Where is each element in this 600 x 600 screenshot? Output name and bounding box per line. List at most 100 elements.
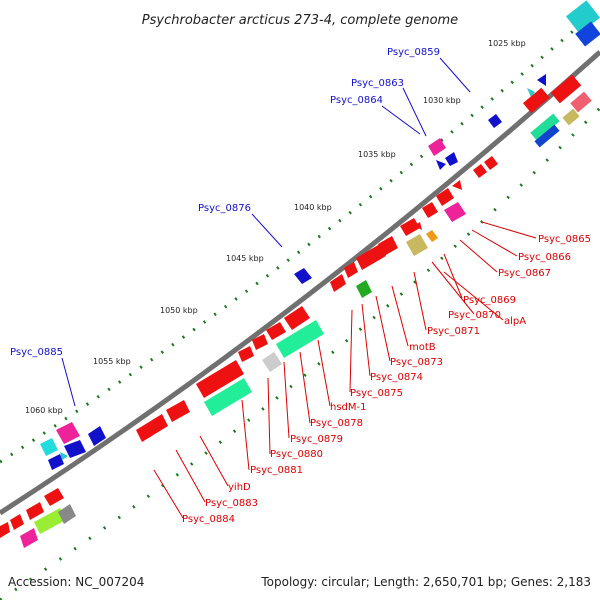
reverse-strand-features xyxy=(0,74,592,548)
kbp-label-1045: 1045 kbp xyxy=(226,254,264,263)
gene-label-alpa: alpA xyxy=(504,316,526,327)
gene-feature xyxy=(356,244,386,270)
gene-feature xyxy=(452,180,462,190)
gene-label-psyc-0865: Psyc_0865 xyxy=(538,234,591,245)
gene-feature xyxy=(444,202,466,222)
gene-feature xyxy=(166,400,190,422)
gene-feature xyxy=(276,320,324,358)
kbp-label-1055: 1055 kbp xyxy=(93,357,131,366)
gene-feature xyxy=(88,426,106,446)
gene-label-psyc-0873: Psyc_0873 xyxy=(390,357,443,368)
kbp-label-1035: 1035 kbp xyxy=(358,150,396,159)
gene-feature xyxy=(64,440,86,458)
connector-line xyxy=(199,435,229,487)
forward-label-connectors xyxy=(61,57,471,407)
connector-line xyxy=(317,339,331,407)
gene-feature xyxy=(428,138,446,156)
gene-label-psyc-0867: Psyc_0867 xyxy=(498,268,551,279)
gene-feature xyxy=(527,88,535,97)
gene-feature xyxy=(204,378,252,416)
connector-line xyxy=(251,213,283,248)
gene-label-psyc-0883: Psyc_0883 xyxy=(205,498,258,509)
connector-line xyxy=(391,285,409,347)
gene-feature xyxy=(436,188,454,206)
gene-feature xyxy=(0,522,10,538)
gene-label-psyc-0885: Psyc_0885 xyxy=(10,347,63,358)
gene-feature xyxy=(294,268,312,284)
gene-feature xyxy=(575,21,600,47)
connector-line xyxy=(283,361,290,439)
gene-feature xyxy=(422,202,438,218)
gene-feature xyxy=(60,452,68,460)
gene-label-psyc-0875: Psyc_0875 xyxy=(350,388,403,399)
connector-line xyxy=(439,57,471,93)
gene-label-motb: motB xyxy=(409,342,436,353)
gene-feature xyxy=(44,488,64,506)
gene-feature xyxy=(34,508,66,534)
forward-gene-labels: Psyc_0859 Psyc_0863 Psyc_0864 Psyc_0876 … xyxy=(10,47,440,358)
gene-feature xyxy=(20,528,38,548)
gene-label-psyc-0859: Psyc_0859 xyxy=(387,47,440,58)
gene-feature xyxy=(530,113,560,141)
connector-line xyxy=(431,261,475,315)
gene-feature xyxy=(238,346,254,362)
gene-label-psyc-0876: Psyc_0876 xyxy=(198,203,251,214)
gene-label-psyc-0866: Psyc_0866 xyxy=(518,252,571,263)
kbp-label-1060: 1060 kbp xyxy=(25,406,63,415)
gene-feature xyxy=(570,91,592,113)
gene-label-psyc-0879: Psyc_0879 xyxy=(290,434,343,445)
gene-feature xyxy=(356,280,372,298)
gene-label-psyc-0869: Psyc_0869 xyxy=(463,295,516,306)
reverse-gene-labels: Psyc_0865 Psyc_0866 Psyc_0867 Psyc_0869 … xyxy=(182,234,591,525)
gene-feature xyxy=(537,74,546,86)
gene-label-psyc-0880: Psyc_0880 xyxy=(270,449,323,460)
gene-label-psyc-0878: Psyc_0878 xyxy=(310,418,363,429)
genome-backbone xyxy=(0,50,600,516)
connector-line xyxy=(299,351,311,424)
reverse-label-connectors xyxy=(153,221,537,519)
genome-title: Psychrobacter arcticus 273-4, complete g… xyxy=(142,13,458,28)
gene-feature xyxy=(406,234,428,256)
gene-label-yihd: yihD xyxy=(228,482,251,493)
gene-feature xyxy=(136,414,168,442)
gene-feature xyxy=(48,454,64,470)
gene-feature xyxy=(252,334,268,350)
connector-line xyxy=(241,399,250,471)
gene-feature xyxy=(484,156,498,170)
gene-feature xyxy=(565,0,600,34)
connector-line xyxy=(443,253,463,299)
gene-feature xyxy=(40,438,58,456)
gene-feature xyxy=(262,352,282,372)
scale-dots-outer xyxy=(0,6,600,464)
gene-feature xyxy=(266,322,286,340)
connector-line xyxy=(481,221,537,239)
connector-line xyxy=(381,105,421,135)
gene-feature xyxy=(56,422,80,444)
scale-ticks-inner xyxy=(0,106,600,600)
gene-feature xyxy=(330,274,346,292)
gene-label-psyc-0881: Psyc_0881 xyxy=(250,465,303,476)
connector-line xyxy=(413,271,427,331)
gene-feature xyxy=(58,504,76,524)
gene-feature xyxy=(344,262,358,278)
connector-line xyxy=(153,469,184,519)
gene-label-psyc-0863: Psyc_0863 xyxy=(351,78,404,89)
gene-feature xyxy=(284,306,310,330)
connector-line xyxy=(267,377,271,455)
gene-feature xyxy=(436,160,446,170)
gene-label-psyc-0884: Psyc_0884 xyxy=(182,514,235,525)
gene-label-hsdm-1: hsdM-1 xyxy=(330,402,367,413)
kbp-label-1050: 1050 kbp xyxy=(160,306,198,315)
connector-line xyxy=(361,303,371,377)
gene-feature xyxy=(26,502,44,520)
gene-feature xyxy=(534,124,560,148)
kbp-label-1040: 1040 kbp xyxy=(294,203,332,212)
connector-line xyxy=(459,239,498,273)
gene-feature xyxy=(400,218,420,236)
gene-feature xyxy=(445,152,458,166)
gene-label-psyc-0871: Psyc_0871 xyxy=(427,326,480,337)
connector-line xyxy=(61,357,76,407)
accession-text: Accession: NC_007204 xyxy=(8,575,144,589)
gene-feature xyxy=(426,230,438,242)
